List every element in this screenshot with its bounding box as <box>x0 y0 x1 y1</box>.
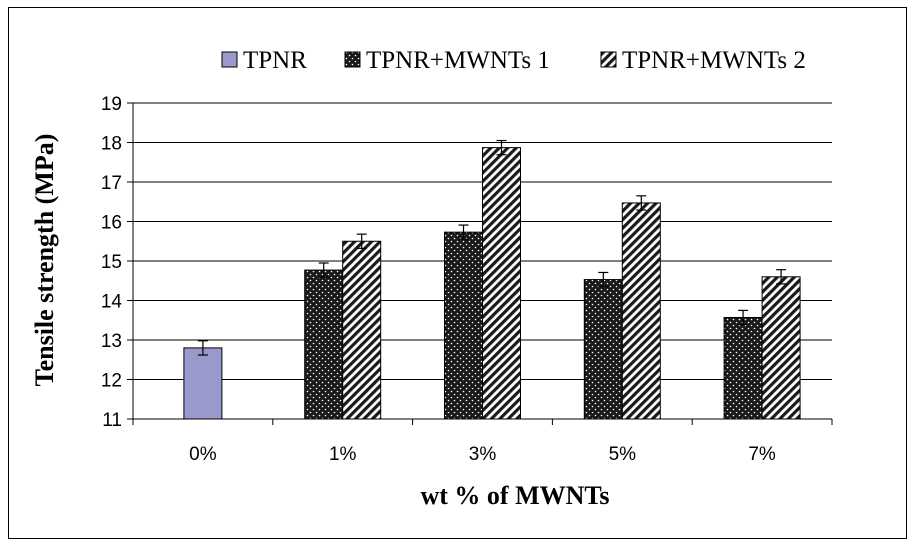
legend-swatch <box>221 51 238 68</box>
bar-tpnr-mwnts-1-7pct <box>723 316 763 420</box>
y-axis-title: Tensile strength (MPa) <box>30 134 59 387</box>
x-tick-label: 3% <box>469 444 497 465</box>
y-tick-label: 19 <box>101 94 122 115</box>
bar-tpnr-mwnts-2-3pct <box>482 147 521 420</box>
bar-tpnr-mwnts-2-7pct <box>761 276 801 420</box>
axes <box>127 102 833 425</box>
x-tick-label: 1% <box>329 444 357 465</box>
error-bars <box>197 139 787 356</box>
y-tick-label: 11 <box>102 410 122 431</box>
bars <box>183 147 801 420</box>
legend-swatch <box>344 51 361 68</box>
bar-tpnr-mwnts-1-1pct <box>304 269 344 420</box>
legend-label: TPNR+MWNTs 1 <box>366 47 550 74</box>
y-tick-label: 12 <box>101 371 122 392</box>
y-tick-label: 17 <box>101 173 122 194</box>
bar-tpnr-mwnts-2-1pct <box>342 240 382 420</box>
x-axis-title: wt % of MWNTs <box>421 481 610 510</box>
y-tick-label: 16 <box>101 213 122 234</box>
y-tick-label: 18 <box>101 134 122 155</box>
x-tick-label: 5% <box>609 444 637 465</box>
legend-label: TPNR <box>243 47 307 74</box>
x-tick-label: 0% <box>189 444 217 465</box>
bar-tpnr-mwnts-1-5pct <box>583 279 623 420</box>
bar-tpnr-mwnts-2-5pct <box>621 202 661 420</box>
x-tick-labels: 0% 1% 3% 5% 7% <box>189 444 776 465</box>
y-tick-label: 15 <box>101 252 122 273</box>
y-tick-label: 14 <box>101 292 123 313</box>
legend-label: TPNR+MWNTs 2 <box>622 47 806 74</box>
bar-tpnr-mwnts-1-3pct <box>444 231 483 420</box>
x-tick-label: 7% <box>748 444 776 465</box>
legend-swatch <box>600 51 617 68</box>
y-tick-label: 13 <box>101 331 122 352</box>
bar-tpnr-0pct <box>183 347 223 420</box>
legend: TPNR TPNR+MWNTs 1 TPNR+MWNTs 2 <box>221 47 806 74</box>
y-tick-labels: 11 12 13 14 15 16 17 18 19 <box>101 94 123 431</box>
